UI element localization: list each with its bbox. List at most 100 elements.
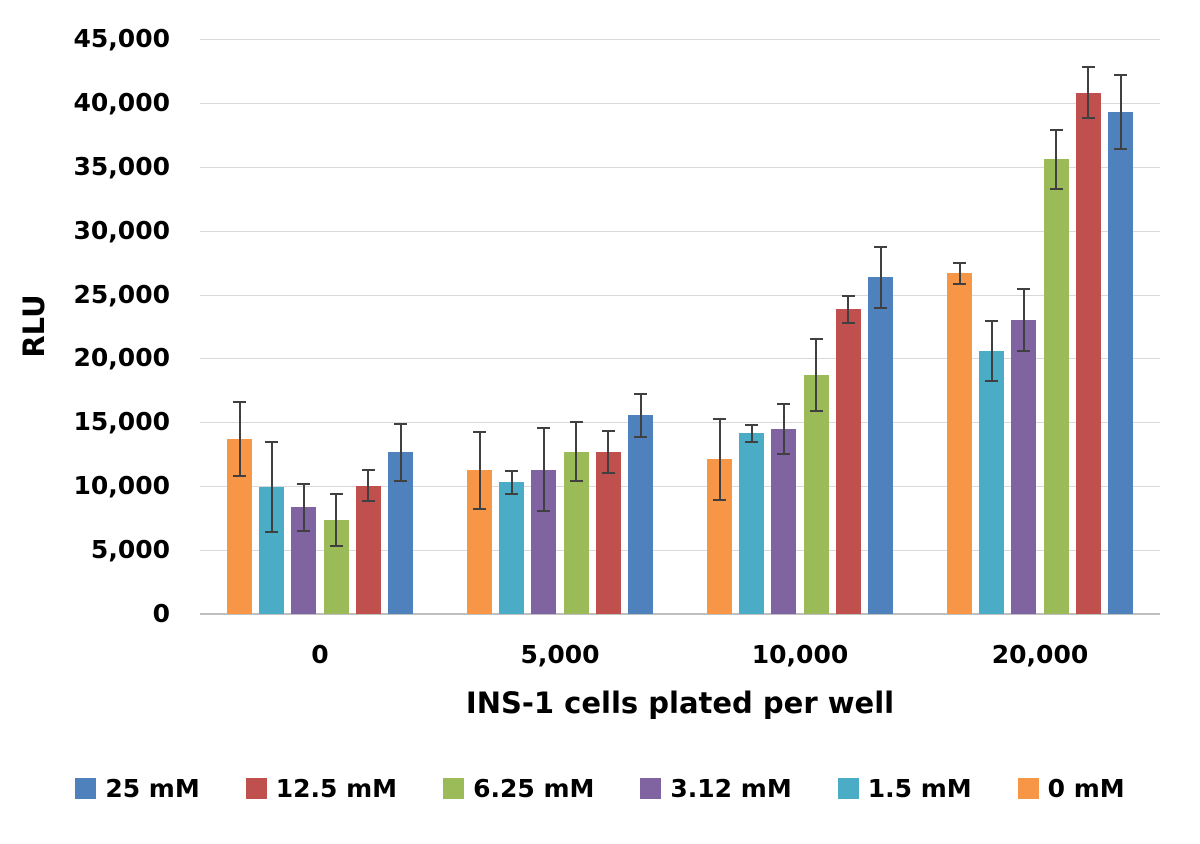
error-bar-cap-top	[745, 423, 759, 426]
error-bar-cap-bottom	[745, 440, 759, 443]
bar-1.5mM-5000	[499, 482, 525, 614]
error-bar-cap-top	[1049, 128, 1063, 131]
gridline	[200, 166, 1160, 168]
legend-item-1.5mM: 1.5 mM	[837, 774, 972, 803]
y-tick-label: 0	[152, 599, 170, 628]
error-bar-cap-bottom	[1081, 117, 1095, 120]
error-bar-cap-top	[777, 403, 791, 406]
error-bar-line	[1087, 67, 1090, 119]
error-bar-line	[639, 393, 642, 438]
error-bar-cap-bottom	[394, 480, 407, 483]
bar-0mM-20000	[947, 273, 972, 614]
legend-swatch	[640, 778, 662, 799]
error-bar-line	[879, 246, 882, 308]
error-bar-cap-top	[569, 421, 583, 424]
error-bar-line	[478, 431, 481, 509]
error-bar-cap-bottom	[297, 529, 311, 532]
error-bar-line	[270, 442, 273, 532]
bar-12.5mM-0	[355, 485, 381, 614]
x-tick-label: 0	[311, 640, 329, 669]
error-bar-cap-top	[233, 400, 246, 403]
error-bar-cap-bottom	[329, 545, 343, 548]
error-bar-cap-bottom	[1017, 350, 1031, 353]
error-bar-cap-bottom	[361, 499, 375, 502]
legend-label: 25 mM	[105, 774, 200, 803]
error-bar-cap-top	[1017, 287, 1031, 290]
plot-area	[200, 39, 1160, 615]
error-bar-line	[718, 418, 721, 501]
error-bar-line	[399, 423, 402, 482]
error-bar-line	[607, 431, 610, 474]
y-tick-label: 45,000	[73, 24, 170, 53]
y-tick-label: 10,000	[73, 471, 170, 501]
error-bar-cap-bottom	[233, 475, 246, 477]
error-bar-cap-bottom	[874, 306, 887, 309]
error-bar-cap-top	[329, 492, 343, 495]
error-bar-cap-bottom	[1114, 147, 1127, 150]
error-bar-line	[1022, 288, 1025, 352]
legend-item-3.12mM: 3.12 mM	[640, 774, 792, 803]
legend-swatch	[75, 778, 97, 799]
error-bar-cap-top	[713, 417, 726, 420]
legend-label: 1.5 mM	[867, 774, 972, 803]
gridline	[200, 39, 1160, 40]
error-bar-cap-top	[505, 469, 519, 472]
gridline	[200, 422, 1160, 424]
bar-12.5mM-5000	[595, 452, 621, 614]
error-bar-cap-top	[473, 430, 486, 433]
error-bar-cap-bottom	[634, 436, 647, 439]
error-bar-line	[847, 295, 850, 323]
legend-swatch	[837, 778, 859, 799]
error-bar-line	[510, 470, 513, 494]
error-bar-cap-top	[634, 392, 647, 395]
error-bar-line	[782, 404, 785, 455]
x-tick-label: 5,000	[520, 640, 600, 669]
x-tick-label: 20,000	[991, 640, 1089, 669]
y-tick-label: 15,000	[73, 407, 170, 437]
legend-label: 0 mM	[1047, 774, 1125, 803]
error-bar-cap-top	[874, 245, 887, 248]
error-bar-cap-bottom	[777, 453, 791, 456]
gridline	[200, 486, 1160, 488]
error-bar-cap-bottom	[713, 499, 726, 502]
x-axis-title: INS-1 cells plated per well	[465, 686, 895, 720]
error-bar-cap-bottom	[537, 510, 551, 513]
y-tick-label: 30,000	[73, 215, 170, 245]
error-bar-cap-bottom	[953, 283, 966, 286]
legend-item-0mM: 0 mM	[1017, 774, 1125, 803]
legend-swatch	[443, 778, 465, 799]
bar-3.12mM-20000	[1011, 320, 1037, 614]
error-bar-cap-bottom	[985, 379, 999, 382]
bar-1.5mM-20000	[979, 350, 1005, 614]
error-bar-line	[238, 401, 241, 476]
gridline	[200, 358, 1160, 360]
error-bar-cap-top	[537, 427, 551, 430]
error-bar-cap-top	[841, 294, 855, 297]
x-axis-line	[200, 613, 1160, 615]
bar-25mM-5000	[628, 415, 653, 614]
error-bar-line	[750, 424, 753, 442]
gridline	[200, 550, 1160, 552]
y-tick-label: 5,000	[90, 535, 170, 565]
bar-25mM-20000	[1108, 111, 1133, 614]
error-bar-cap-top	[1081, 66, 1095, 69]
error-bar-cap-bottom	[809, 409, 823, 412]
bar-3.12mM-10000	[771, 429, 797, 614]
legend-item-12.5mM: 12.5 mM	[245, 774, 398, 803]
y-tick-label: 40,000	[73, 87, 170, 117]
error-bar-cap-bottom	[569, 480, 583, 483]
error-bar-line	[302, 483, 305, 531]
legend: 25 mM 12.5 mM 6.25 mM 3.12 mM 1.5 mM 0 mM	[0, 774, 1200, 803]
bar-12.5mM-20000	[1075, 92, 1101, 614]
legend-label: 12.5 mM	[275, 774, 398, 803]
legend-label: 3.12 mM	[670, 774, 792, 803]
gridline	[200, 230, 1160, 232]
legend-item-25mM: 25 mM	[75, 774, 200, 803]
error-bar-cap-bottom	[473, 507, 486, 510]
legend-label: 6.25 mM	[473, 774, 595, 803]
error-bar-cap-top	[361, 469, 375, 472]
error-bar-cap-top	[297, 482, 311, 485]
error-bar-line	[335, 493, 338, 547]
error-bar-line	[815, 339, 818, 411]
